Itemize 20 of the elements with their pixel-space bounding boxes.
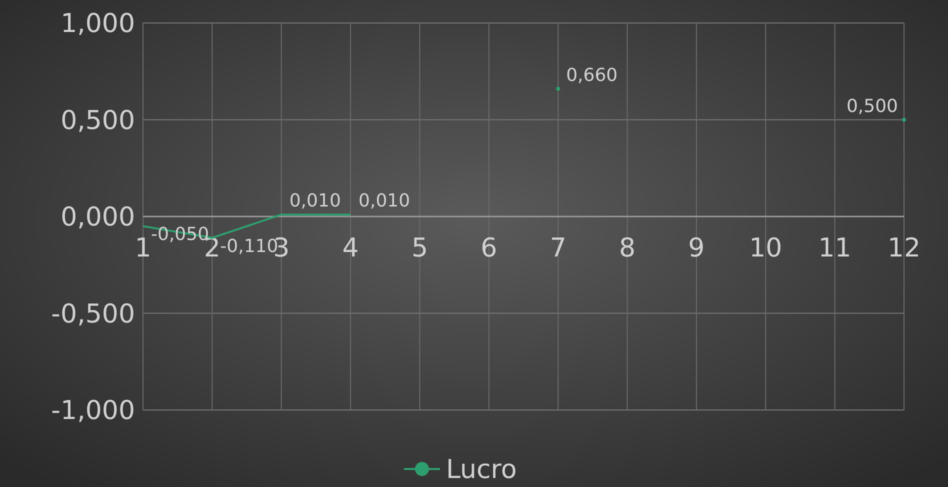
x-tick-label: 1 <box>134 234 152 264</box>
x-tick-label: 8 <box>619 234 636 264</box>
text: 0,010 <box>358 190 410 212</box>
legend-label: Lucro <box>446 455 517 486</box>
x-tick-label: 6 <box>480 234 498 264</box>
y-tick-label: 0,000 <box>60 202 135 233</box>
x-tick-label: 12 <box>887 234 921 264</box>
text: 0,010 <box>289 190 341 212</box>
y-tick-label: 1,000 <box>60 9 135 40</box>
x-tick-label: 9 <box>688 234 705 264</box>
y-tick-label: 0,500 <box>60 106 135 136</box>
x-tick-label: 11 <box>818 234 852 264</box>
text: 0,500 <box>846 96 898 117</box>
x-tick-label: 4 <box>342 234 359 264</box>
y-tick-label: -1,000 <box>51 396 135 426</box>
text: 0,660 <box>566 64 618 86</box>
x-tick-label: 5 <box>411 234 428 264</box>
x-tick-label: 7 <box>550 234 566 264</box>
x-tick-label: 10 <box>749 234 782 264</box>
y-tick-label: -0,500 <box>51 299 135 330</box>
